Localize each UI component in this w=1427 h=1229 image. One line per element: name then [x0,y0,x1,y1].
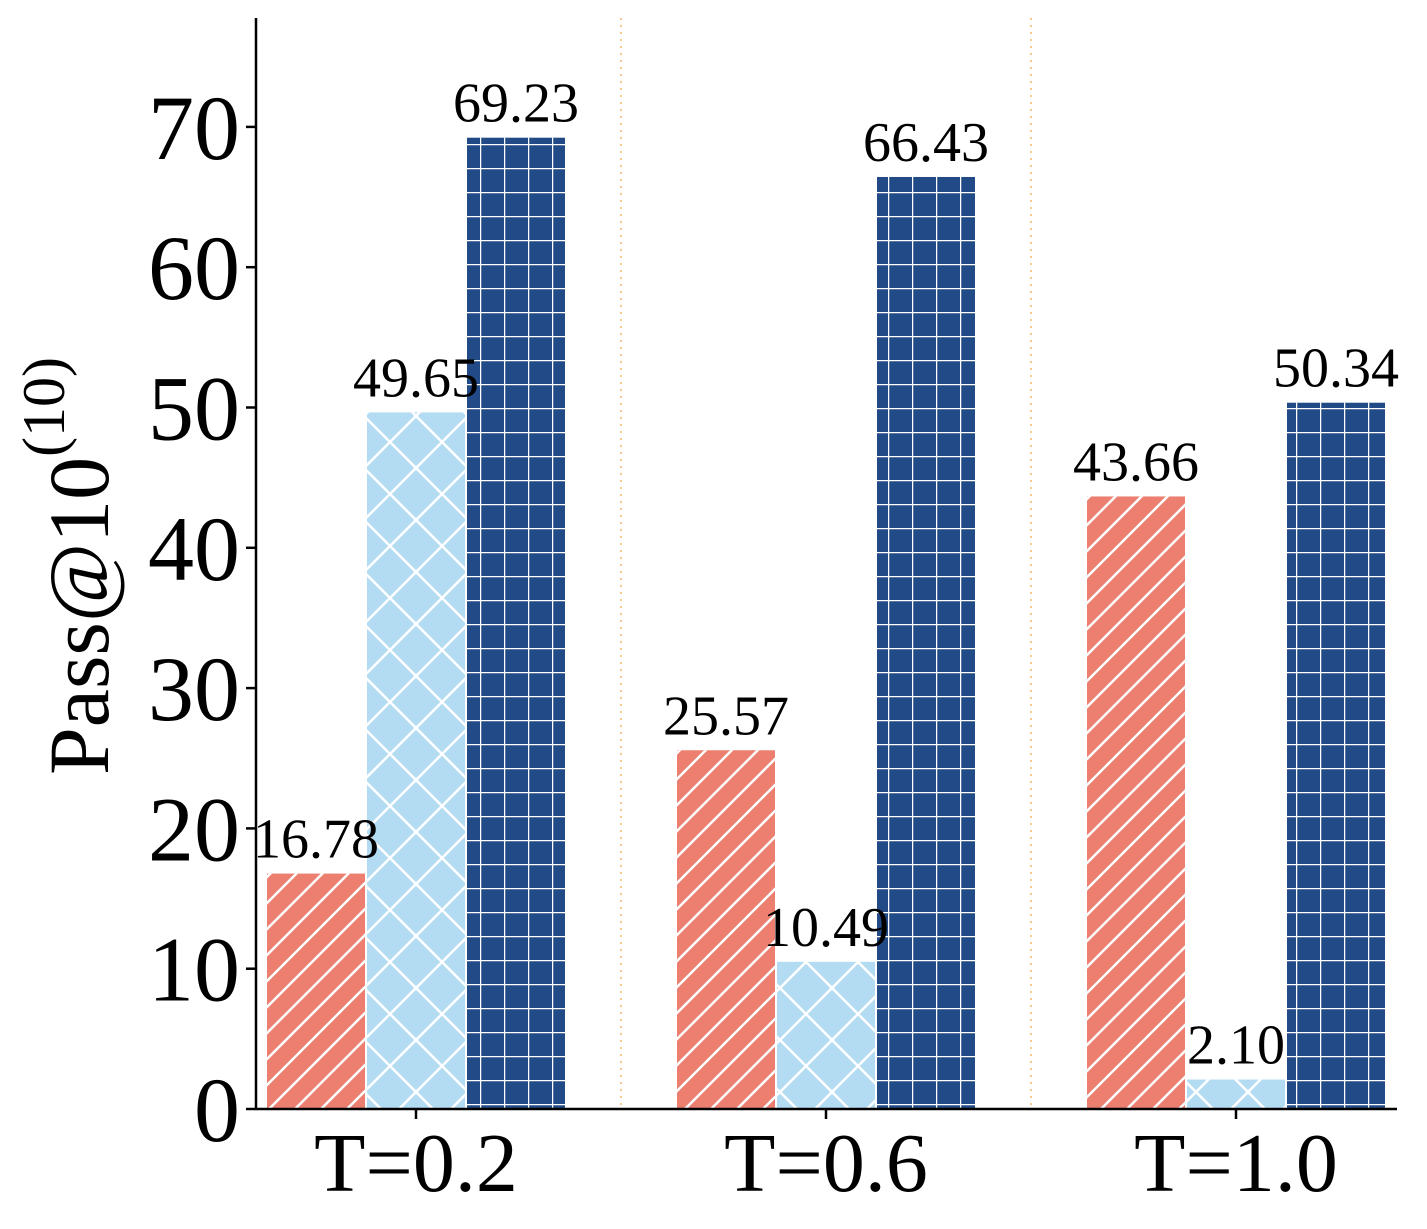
y-tick-label-60: 60 [148,217,240,319]
y-tick-label-50: 50 [148,358,240,460]
x-tick-label-T=0.2: T=0.2 [314,1117,518,1210]
bar-T=0.6-series-1 [677,750,775,1109]
x-tick-label-T=0.6: T=0.6 [724,1117,928,1210]
bar-hatch [877,176,975,1109]
y-tick-label-40: 40 [148,498,240,600]
bar-T=0.2-series-3 [467,137,565,1109]
bar-hatch [777,961,875,1109]
data-label-T=0.6-series-1: 25.57 [663,685,789,747]
data-label-T=1.0-series-3: 50.34 [1273,338,1399,400]
bar-hatch [367,412,465,1109]
data-label-T=0.2-series-1: 16.78 [253,809,379,871]
y-axis-title: Pass@10(10) [11,357,127,775]
bar-T=0.6-series-2 [777,961,875,1109]
bar-T=1.0-series-3 [1287,402,1385,1109]
data-label-T=0.2-series-3: 69.23 [453,73,579,135]
data-labels: 16.78 25.57 43.66 49.65 10.49 2.10 69.23 66.43 5… [253,73,1399,1077]
bar-T=0.2-series-1 [267,873,365,1109]
bar-hatch [1087,496,1185,1109]
y-tick-label-20: 20 [148,778,240,880]
y-tick-label-30: 30 [148,638,240,740]
data-label-T=1.0-series-2: 2.10 [1187,1015,1285,1077]
y-tick-label-10: 10 [148,919,240,1021]
bars-layer [267,137,1385,1109]
y-tick-label-70: 70 [148,77,240,179]
bar-hatch [677,750,775,1109]
x-ticks: T=0.2 T=0.6 T=1.0 [314,1109,1338,1210]
bar-hatch [267,873,365,1109]
bar-T=0.6-series-3 [877,176,975,1109]
data-label-T=0.6-series-2: 10.49 [763,897,889,959]
bar-hatch [1187,1079,1285,1109]
y-tick-label-0: 0 [194,1059,240,1161]
data-label-T=0.2-series-2: 49.65 [353,347,479,409]
data-label-T=0.6-series-3: 66.43 [863,112,989,174]
y-axis-title-superscript: (10) [11,357,77,457]
bar-hatch [467,137,565,1109]
y-ticks: 0 10 20 30 40 50 60 70 [148,77,256,1161]
bar-T=0.2-series-2 [367,412,465,1109]
bar-T=1.0-series-1 [1087,496,1185,1109]
data-label-T=1.0-series-1: 43.66 [1073,431,1199,493]
x-tick-label-T=1.0: T=1.0 [1134,1117,1338,1210]
bar-T=1.0-series-2 [1187,1079,1285,1109]
bar-hatch [1287,402,1385,1109]
y-axis-title-main: Pass@10 [31,457,127,775]
